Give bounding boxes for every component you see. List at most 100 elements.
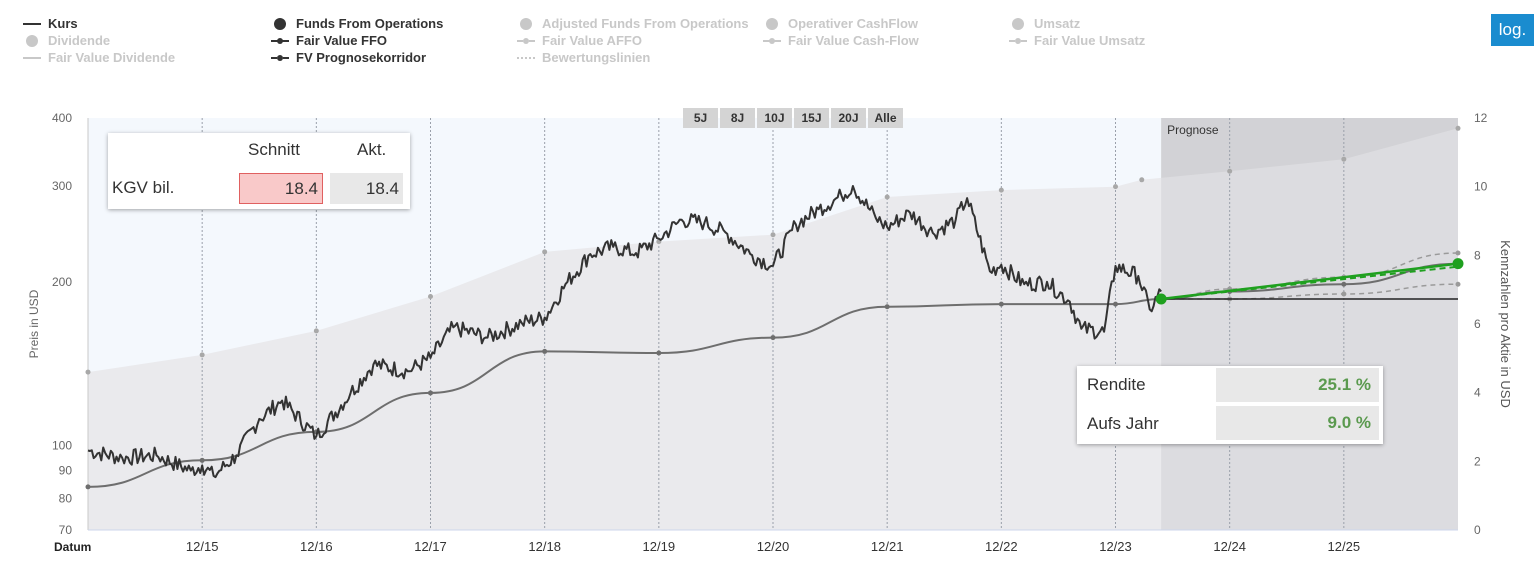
legend-item[interactable]: Fair Value FFO — [270, 33, 387, 48]
legend-item[interactable]: Kurs — [22, 16, 78, 31]
circle-icon — [1008, 17, 1028, 30]
legend-label: Operativer CashFlow — [788, 16, 919, 31]
legend-label: Adjusted Funds From Operations — [542, 16, 749, 31]
legend-item[interactable]: Fair Value Cash-Flow — [762, 33, 919, 48]
legend-item[interactable]: Fair Value AFFO — [516, 33, 642, 48]
x-tick-label: 12/24 — [1213, 539, 1246, 554]
ffo-point — [1139, 177, 1145, 183]
corridor-upper-point — [1455, 250, 1461, 256]
dotted-line-icon — [516, 53, 536, 63]
y-tick-label: 100 — [52, 439, 72, 453]
circle-icon — [270, 17, 290, 30]
legend-label: Funds From Operations — [296, 16, 444, 31]
x-tick-label: 12/23 — [1099, 539, 1132, 554]
dashed-marker-icon — [516, 36, 536, 46]
forecast-shade — [1161, 118, 1458, 530]
fair-value-point — [884, 304, 890, 310]
legend-label: Kurs — [48, 16, 78, 31]
ffo-point — [1227, 168, 1233, 174]
legend-label: Fair Value AFFO — [542, 33, 642, 48]
rendite-label: Rendite — [1087, 375, 1146, 394]
kgv-header-akt: Akt. — [357, 140, 387, 159]
ffo-point — [1455, 125, 1461, 131]
price-line — [87, 185, 1162, 479]
corridor-upper-line — [1161, 252, 1459, 300]
line-marker-icon — [762, 36, 782, 46]
legend-item[interactable]: Fair Value Dividende — [22, 50, 175, 65]
solid-line-icon — [22, 53, 42, 63]
x-tick-label: 12/20 — [757, 539, 790, 554]
ffo-point — [1113, 184, 1118, 190]
ffo-point — [199, 352, 205, 358]
fair-value-point — [428, 390, 433, 396]
kgv-row-label: KGV bil. — [112, 178, 175, 197]
circle-icon — [22, 34, 42, 47]
ffo-point — [313, 328, 319, 334]
fair-value-point — [656, 350, 662, 356]
ffo-point — [85, 369, 91, 375]
legend-item[interactable]: Adjusted Funds From Operations — [516, 16, 749, 31]
kgv-box: Schnitt Akt. KGV bil. 18.4 18.4 — [108, 133, 410, 209]
x-tick-label: 12/21 — [871, 539, 904, 554]
fair-value-point — [199, 457, 205, 463]
fair-value-point — [770, 335, 776, 341]
timeframe-button[interactable]: Alle — [868, 108, 903, 128]
timeframe-button[interactable]: 8J — [720, 108, 755, 128]
corridor-lower-point — [1341, 291, 1347, 297]
y-tick-label: 70 — [59, 523, 73, 537]
legend-item[interactable]: Funds From Operations — [270, 16, 443, 31]
y-tick-label: 90 — [59, 464, 73, 478]
return-box: Rendite 25.1 % Aufs Jahr 9.0 % — [1077, 366, 1383, 444]
log-scale-button[interactable]: log. — [1491, 14, 1534, 46]
forecast-line — [1161, 262, 1459, 301]
legend-label: Dividende — [48, 33, 111, 48]
x-tick-label: 12/22 — [985, 539, 1018, 554]
circle-icon — [762, 17, 782, 30]
legend-label: Fair Value Dividende — [48, 50, 176, 65]
legend-item[interactable]: Dividende — [22, 33, 110, 48]
fair-value-point — [1113, 301, 1118, 307]
line-marker-icon — [270, 36, 290, 46]
y-tick-label: 200 — [52, 275, 72, 289]
fair-value-point — [998, 301, 1004, 307]
legend-item[interactable]: Bewertungslinien — [516, 50, 650, 65]
legend-label: Fair Value FFO — [296, 33, 388, 48]
legend-item[interactable]: FV Prognosekorridor — [270, 50, 426, 65]
legend-label: Bewertungslinien — [542, 50, 651, 65]
fair-value-point — [542, 348, 548, 354]
forecast-start-point — [1155, 293, 1167, 305]
ffo-point — [428, 294, 433, 300]
y2-axis-title: Kennzahlen pro Aktie in USD — [1498, 240, 1513, 408]
y2-tick-label: 8 — [1474, 248, 1481, 262]
legend-label: FV Prognosekorridor — [296, 50, 427, 65]
legend-item[interactable]: Fair Value Umsatz — [1008, 33, 1145, 48]
dashed-marker-icon — [1008, 36, 1028, 46]
forecast-label: Prognose — [1167, 123, 1219, 137]
legend-item[interactable]: Umsatz — [1008, 16, 1080, 31]
y2-tick-label: 12 — [1474, 111, 1488, 125]
legend-label: Umsatz — [1034, 16, 1081, 31]
timeframe-button[interactable]: 10J — [757, 108, 792, 128]
x-tick-label: 12/25 — [1328, 539, 1361, 554]
y2-tick-label: 4 — [1474, 386, 1481, 400]
y2-tick-label: 0 — [1474, 523, 1481, 537]
x-tick-label: 12/19 — [643, 539, 676, 554]
y2-tick-label: 10 — [1474, 180, 1488, 194]
ffo-point — [1341, 156, 1347, 162]
y2-tick-label: 6 — [1474, 317, 1481, 331]
x-tick-label: 12/16 — [300, 539, 333, 554]
legend-item[interactable]: Operativer CashFlow — [762, 16, 918, 31]
aufs-jahr-value: 9.0 % — [1216, 406, 1379, 440]
corridor-lower-point — [1455, 281, 1461, 287]
x-tick-label: 12/15 — [186, 539, 219, 554]
kgv-schnitt-value: 18.4 — [239, 173, 323, 204]
aufs-jahr-label: Aufs Jahr — [1087, 414, 1159, 433]
circle-icon — [516, 17, 536, 30]
y-tick-label: 80 — [59, 491, 73, 505]
timeframe-button[interactable]: 20J — [831, 108, 866, 128]
timeframe-button[interactable]: 15J — [794, 108, 829, 128]
rendite-value: 25.1 % — [1216, 368, 1379, 402]
timeframe-button[interactable]: 5J — [683, 108, 718, 128]
x-tick-label: 12/18 — [528, 539, 561, 554]
